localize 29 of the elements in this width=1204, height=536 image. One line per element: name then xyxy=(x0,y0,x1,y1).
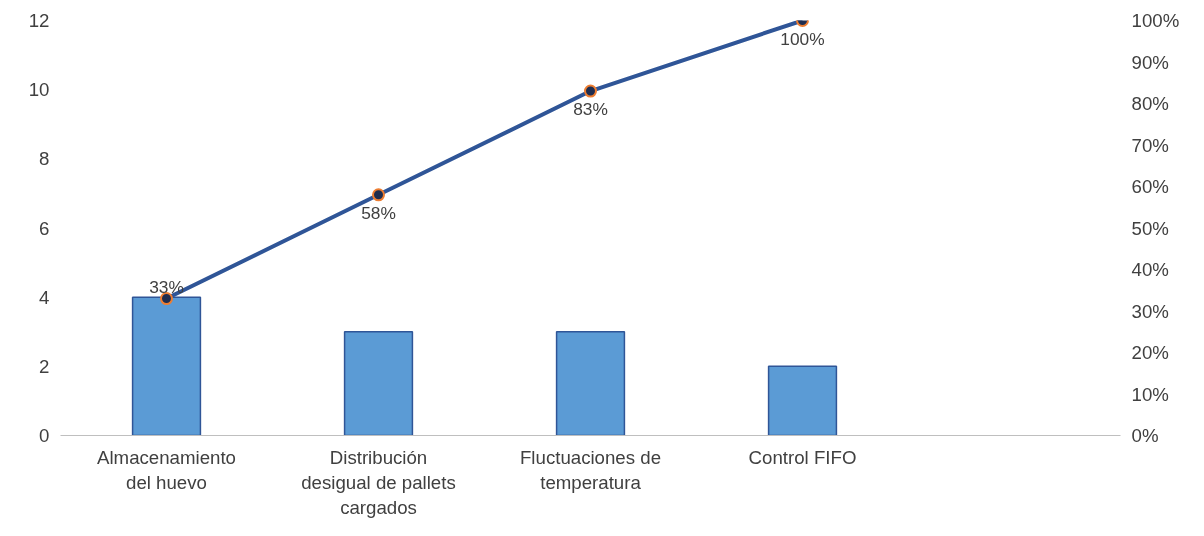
y-tick-label: 2 xyxy=(39,355,50,377)
y-tick-label: 4 xyxy=(39,286,50,308)
y2-tick-label: 70% xyxy=(1131,134,1169,156)
data-label: 100% xyxy=(780,28,825,49)
bar xyxy=(343,331,414,436)
bar xyxy=(767,365,838,436)
y2-tick-label: 0% xyxy=(1131,425,1159,446)
y-tick-label: 12 xyxy=(28,10,50,31)
y2-tick-label: 80% xyxy=(1131,93,1169,114)
x-tick-label: Control FIFO xyxy=(748,446,857,468)
y-tick-label: 10 xyxy=(28,79,50,101)
bar xyxy=(555,331,626,436)
y2-tick-label: 90% xyxy=(1131,51,1169,73)
x-tick-label: Distribución desigual de pallets cargados xyxy=(301,446,456,518)
data-label: 33% xyxy=(149,276,184,297)
y-tick-label: 6 xyxy=(39,217,50,239)
y-tick-label: 8 xyxy=(39,148,50,170)
x-tick-label: Fluctuaciones de temperatura xyxy=(519,446,662,493)
y2-tick-label: 10% xyxy=(1131,383,1169,405)
y2-tick-label: 50% xyxy=(1131,217,1169,239)
y2-tick-label: 20% xyxy=(1131,342,1169,363)
x-tick-label: Almacenamiento del huevo xyxy=(97,446,236,493)
y2-tick-label: 30% xyxy=(1131,300,1169,322)
data-label: 83% xyxy=(573,99,608,120)
y2-tick-label: 60% xyxy=(1131,176,1169,197)
y2-tick-label: 40% xyxy=(1131,259,1169,280)
data-label: 58% xyxy=(361,202,396,223)
y2-tick-label: 100% xyxy=(1131,10,1180,31)
y-tick-label: 0 xyxy=(39,425,50,446)
